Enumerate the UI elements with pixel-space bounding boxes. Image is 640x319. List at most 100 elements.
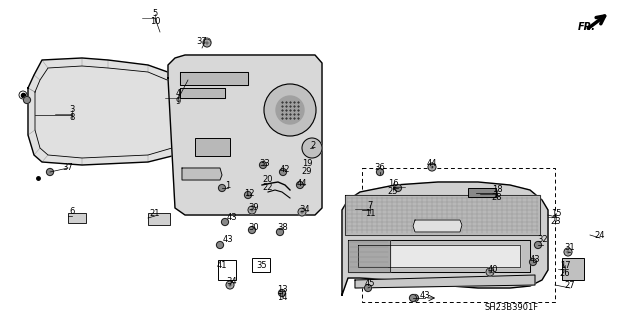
Text: 3: 3 (69, 106, 75, 115)
Circle shape (296, 182, 303, 189)
Circle shape (226, 281, 234, 289)
Text: 6: 6 (69, 207, 75, 217)
Text: 16: 16 (388, 179, 398, 188)
Circle shape (564, 248, 572, 256)
Text: 7: 7 (367, 201, 372, 210)
Text: 32: 32 (538, 235, 548, 244)
Text: 43: 43 (420, 291, 430, 300)
Polygon shape (345, 195, 540, 235)
Text: 1: 1 (225, 181, 230, 189)
Circle shape (248, 226, 255, 234)
Circle shape (24, 97, 31, 103)
Text: 43: 43 (223, 235, 234, 244)
Circle shape (534, 241, 541, 249)
Text: 4: 4 (175, 90, 180, 99)
Circle shape (218, 184, 225, 191)
Bar (218, 260, 236, 280)
Text: 35: 35 (257, 261, 268, 270)
Text: 39: 39 (249, 204, 259, 212)
Circle shape (365, 285, 371, 292)
Circle shape (394, 184, 401, 191)
Bar (195, 138, 230, 156)
Text: 15: 15 (551, 209, 561, 218)
Text: 43: 43 (530, 256, 540, 264)
Polygon shape (342, 182, 548, 295)
Circle shape (203, 39, 211, 47)
Bar (468, 188, 496, 197)
Text: 44: 44 (427, 159, 437, 167)
Circle shape (264, 84, 316, 136)
Circle shape (486, 268, 494, 276)
Text: SH23B3901F: SH23B3901F (485, 302, 539, 311)
Text: 37: 37 (196, 38, 207, 47)
Circle shape (278, 290, 285, 296)
Text: 22: 22 (263, 183, 273, 192)
Circle shape (376, 168, 383, 175)
Circle shape (216, 241, 223, 249)
Polygon shape (348, 240, 390, 272)
Text: 21: 21 (150, 209, 160, 218)
Text: 45: 45 (365, 279, 375, 288)
Text: 34: 34 (227, 278, 237, 286)
Text: 9: 9 (175, 98, 180, 107)
Text: FR.: FR. (578, 22, 596, 32)
Text: 5: 5 (152, 10, 157, 19)
Bar (252, 258, 270, 272)
Text: 25: 25 (388, 187, 398, 196)
Bar (68, 213, 86, 223)
Text: 19: 19 (301, 159, 312, 167)
Text: 17: 17 (560, 261, 570, 270)
Text: 30: 30 (249, 224, 259, 233)
Circle shape (244, 191, 252, 198)
Text: 2: 2 (310, 140, 316, 150)
Text: 18: 18 (492, 186, 502, 195)
Polygon shape (168, 55, 322, 215)
Polygon shape (180, 88, 225, 98)
Text: 28: 28 (492, 194, 502, 203)
Text: 33: 33 (260, 159, 270, 167)
Circle shape (298, 208, 306, 216)
Polygon shape (413, 220, 462, 232)
Text: 13: 13 (276, 285, 287, 293)
Text: 31: 31 (564, 243, 575, 253)
Text: 14: 14 (276, 293, 287, 301)
Circle shape (47, 168, 54, 175)
Polygon shape (180, 72, 248, 85)
Polygon shape (28, 58, 202, 165)
Text: 44: 44 (297, 179, 307, 188)
Text: 42: 42 (280, 166, 291, 174)
Polygon shape (358, 245, 520, 267)
Text: 37: 37 (63, 164, 74, 173)
Circle shape (410, 294, 417, 301)
Circle shape (276, 96, 304, 124)
Circle shape (248, 206, 256, 214)
Text: 38: 38 (278, 224, 289, 233)
Text: 10: 10 (150, 18, 160, 26)
Bar (148, 213, 170, 225)
Circle shape (280, 168, 287, 175)
Text: 43: 43 (227, 213, 237, 222)
Text: 36: 36 (374, 164, 385, 173)
Text: 41: 41 (217, 261, 227, 270)
Bar (562, 258, 584, 280)
Polygon shape (355, 275, 535, 288)
Circle shape (412, 294, 419, 301)
Circle shape (302, 138, 322, 158)
Text: 24: 24 (595, 231, 605, 240)
Polygon shape (350, 240, 530, 272)
Circle shape (529, 258, 536, 265)
Text: 20: 20 (263, 175, 273, 184)
Text: 29: 29 (301, 167, 312, 175)
Circle shape (276, 228, 284, 235)
Text: 26: 26 (560, 269, 570, 278)
Text: 27: 27 (564, 280, 575, 290)
Text: 23: 23 (550, 217, 561, 226)
Polygon shape (182, 168, 222, 180)
Text: 34: 34 (300, 205, 310, 214)
Text: 8: 8 (69, 114, 75, 122)
Circle shape (259, 161, 266, 168)
Text: 12: 12 (244, 189, 254, 197)
Text: 11: 11 (365, 209, 375, 218)
Circle shape (428, 163, 436, 171)
Circle shape (221, 219, 228, 226)
